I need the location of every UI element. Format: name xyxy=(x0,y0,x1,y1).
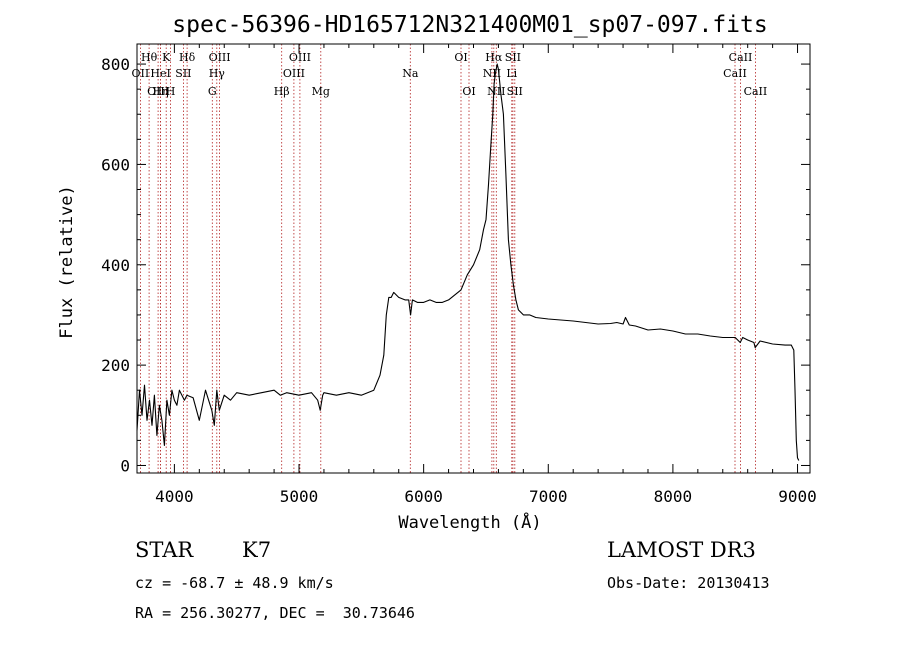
line-label-1: Hθ xyxy=(141,51,158,64)
line-label-6: H xyxy=(166,85,176,98)
flux-line xyxy=(136,63,800,461)
line-label-24: SII xyxy=(507,85,523,98)
line-label-8: Hδ xyxy=(179,51,196,64)
line-label-12: Hβ xyxy=(274,85,290,98)
line-label-20: Hα xyxy=(485,51,503,64)
line-label-18: OI xyxy=(462,85,475,98)
line-label-5: K xyxy=(162,51,171,64)
object-class: STAR xyxy=(135,538,194,562)
line-label-14: OIII xyxy=(289,51,311,64)
observation-date: Obs-Date: 20130413 xyxy=(607,574,770,592)
chart-title: spec-56396-HD165712N321400M01_sp07-097.f… xyxy=(172,12,767,38)
y-axis-label: Flux (relative) xyxy=(57,185,77,339)
line-label-17: OI xyxy=(454,51,467,64)
y-tick-label-3: 600 xyxy=(101,155,130,174)
coordinates: RA = 256.30277, DEC = 30.73646 xyxy=(135,604,415,622)
x-tick-label-0: 4000 xyxy=(155,487,194,506)
redshift-cz: cz = -68.7 ± 48.9 km/s xyxy=(135,574,334,592)
line-label-16: Na xyxy=(402,67,419,80)
line-label-4: Hη xyxy=(153,85,169,98)
line-label-0: OII xyxy=(132,67,150,80)
spectral-line-markers xyxy=(139,44,756,473)
spectral-line-labels: OII Hθ OIII HeI Hη K H SII Hδ G Hγ OIII Hβ OIII OIII Mg… xyxy=(132,51,768,98)
line-label-15: Mg xyxy=(312,85,330,98)
y-tick-label-0: 0 xyxy=(120,456,130,475)
line-label-26: CaII xyxy=(729,51,753,64)
line-label-22: Li xyxy=(506,67,517,80)
x-tick-label-1: 5000 xyxy=(280,487,319,506)
line-label-13: OIII xyxy=(283,67,305,80)
line-label-2: OIII xyxy=(147,85,169,98)
line-label-10: Hγ xyxy=(209,67,226,80)
survey-name: LAMOST DR3 xyxy=(607,538,756,562)
line-label-19: NII xyxy=(483,67,501,80)
x-tick-label-3: 7000 xyxy=(529,487,568,506)
line-label-7: SII xyxy=(175,67,191,80)
y-tick-label-4: 800 xyxy=(101,55,130,74)
y-tick-label-1: 200 xyxy=(101,356,130,375)
axis-ticks: 4000 5000 6000 7000 8000 9000 0 200 400 600 800 xyxy=(101,44,817,506)
x-tick-label-4: 8000 xyxy=(654,487,693,506)
line-label-23: SII xyxy=(505,51,521,64)
line-label-27: CaII xyxy=(744,85,768,98)
y-tick-label-2: 400 xyxy=(101,256,130,275)
line-label-9: G xyxy=(208,85,217,98)
line-label-3: HeI xyxy=(150,67,170,80)
flux-series xyxy=(136,63,800,461)
x-tick-label-2: 6000 xyxy=(404,487,443,506)
line-label-11: OIII xyxy=(209,51,231,64)
plot-frame xyxy=(136,43,811,474)
x-axis-label: Wavelength (Å) xyxy=(398,511,541,533)
line-label-21: NII xyxy=(487,85,505,98)
x-tick-label-5: 9000 xyxy=(778,487,817,506)
line-label-25: CaII xyxy=(723,67,747,80)
object-subclass: K7 xyxy=(242,538,272,562)
